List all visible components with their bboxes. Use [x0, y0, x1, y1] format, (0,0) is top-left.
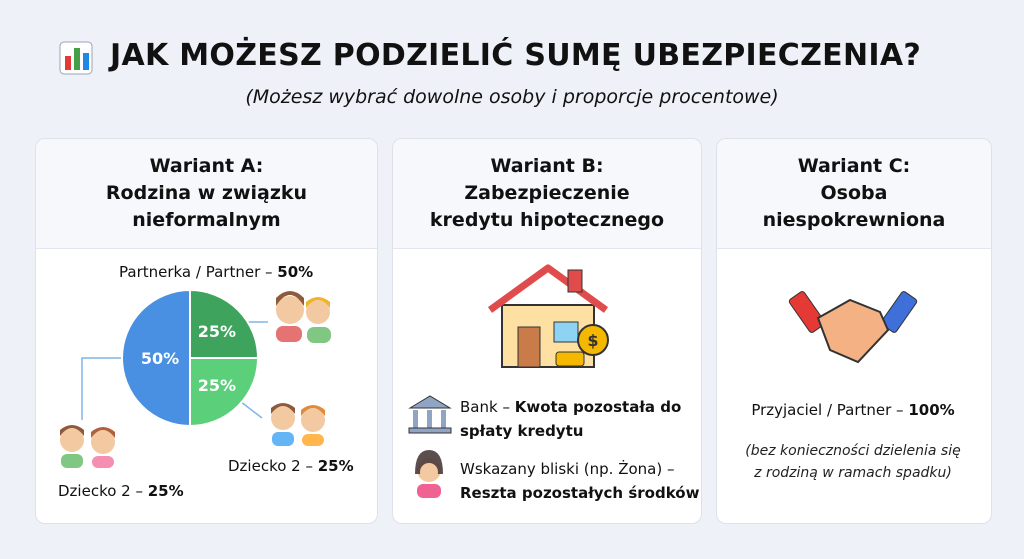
label: Dziecko 2 – 25% — [228, 454, 354, 478]
item-text: Bank – — [460, 398, 515, 416]
person-icon — [415, 450, 443, 498]
heading: niespokrewniona — [762, 209, 946, 231]
subtitle: (Możesz wybrać dowolne osoby i proporcje… — [245, 86, 779, 108]
item-bold: Reszta pozostałych środków — [460, 484, 700, 502]
pie-slice — [189, 357, 260, 428]
house-icon: $ — [487, 264, 609, 368]
label-bold: 50% — [277, 263, 314, 281]
label-bold: 100% — [908, 401, 955, 419]
label: Dziecko 2 – 25% — [58, 479, 184, 503]
pie-label: 25% — [198, 376, 236, 395]
pie-slice — [189, 288, 260, 359]
item: Wskazany bliski (np. Żona) – Reszta pozos… — [460, 457, 700, 505]
heading: Zabezpieczenie — [464, 182, 630, 204]
title: JAK MOŻESZ PODZIELIĆ SUMĘ UBEZPIECZENIA? — [110, 38, 922, 73]
heading: Wariant C: — [797, 155, 911, 177]
heading: nieformalnym — [132, 209, 281, 231]
item-text: Wskazany bliski (np. Żona) – — [460, 460, 675, 478]
heading: Osoba — [820, 182, 888, 204]
label-text: Dziecko 2 – — [228, 457, 318, 475]
card-header: Wariant B: Zabezpieczenie kredytu hipotecz… — [393, 139, 701, 249]
svg-text:$: $ — [587, 331, 598, 350]
label: Partnerka / Partner – 50% — [119, 260, 313, 284]
label-text: Partnerka / Partner – — [119, 263, 278, 281]
handshake-icon — [788, 291, 918, 364]
note: (bez konieczności dzielenia się z rodziną… — [716, 440, 990, 484]
note-line: (bez konieczności dzielenia się — [745, 443, 961, 459]
label-bold: 25% — [317, 457, 354, 475]
people-icon — [60, 291, 331, 468]
label-text: Przyjaciel / Partner – — [751, 401, 909, 419]
heading: Wariant A: — [149, 155, 264, 177]
heading: Wariant B: — [490, 155, 604, 177]
title-icon — [59, 41, 93, 75]
pie-slice — [121, 288, 191, 428]
heading: Rodzina w związku — [105, 182, 308, 204]
card-header: Wariant A: Rodzina w związku nieformalnym — [36, 139, 377, 249]
card-c: Wariant C: Osoba niespokrewniona — [716, 138, 992, 524]
card-header: Wariant C: Osoba niespokrewniona — [717, 139, 991, 249]
label-bold: 25% — [147, 482, 184, 500]
pie-label: 25% — [198, 322, 236, 341]
item-bold: Kwota pozostała do spłaty kredytu — [460, 398, 682, 440]
note-line: z rodziną w ramach spadku) — [754, 465, 952, 481]
label-text: Dziecko 2 – — [58, 482, 148, 500]
item: Bank – Kwota pozostała do spłaty kredytu — [460, 395, 690, 443]
pie-label: 50% — [141, 349, 179, 368]
bank-icon — [408, 395, 452, 434]
heading: kredytu hipotecznego — [429, 209, 665, 231]
label: Przyjaciel / Partner – 100% — [716, 398, 990, 422]
